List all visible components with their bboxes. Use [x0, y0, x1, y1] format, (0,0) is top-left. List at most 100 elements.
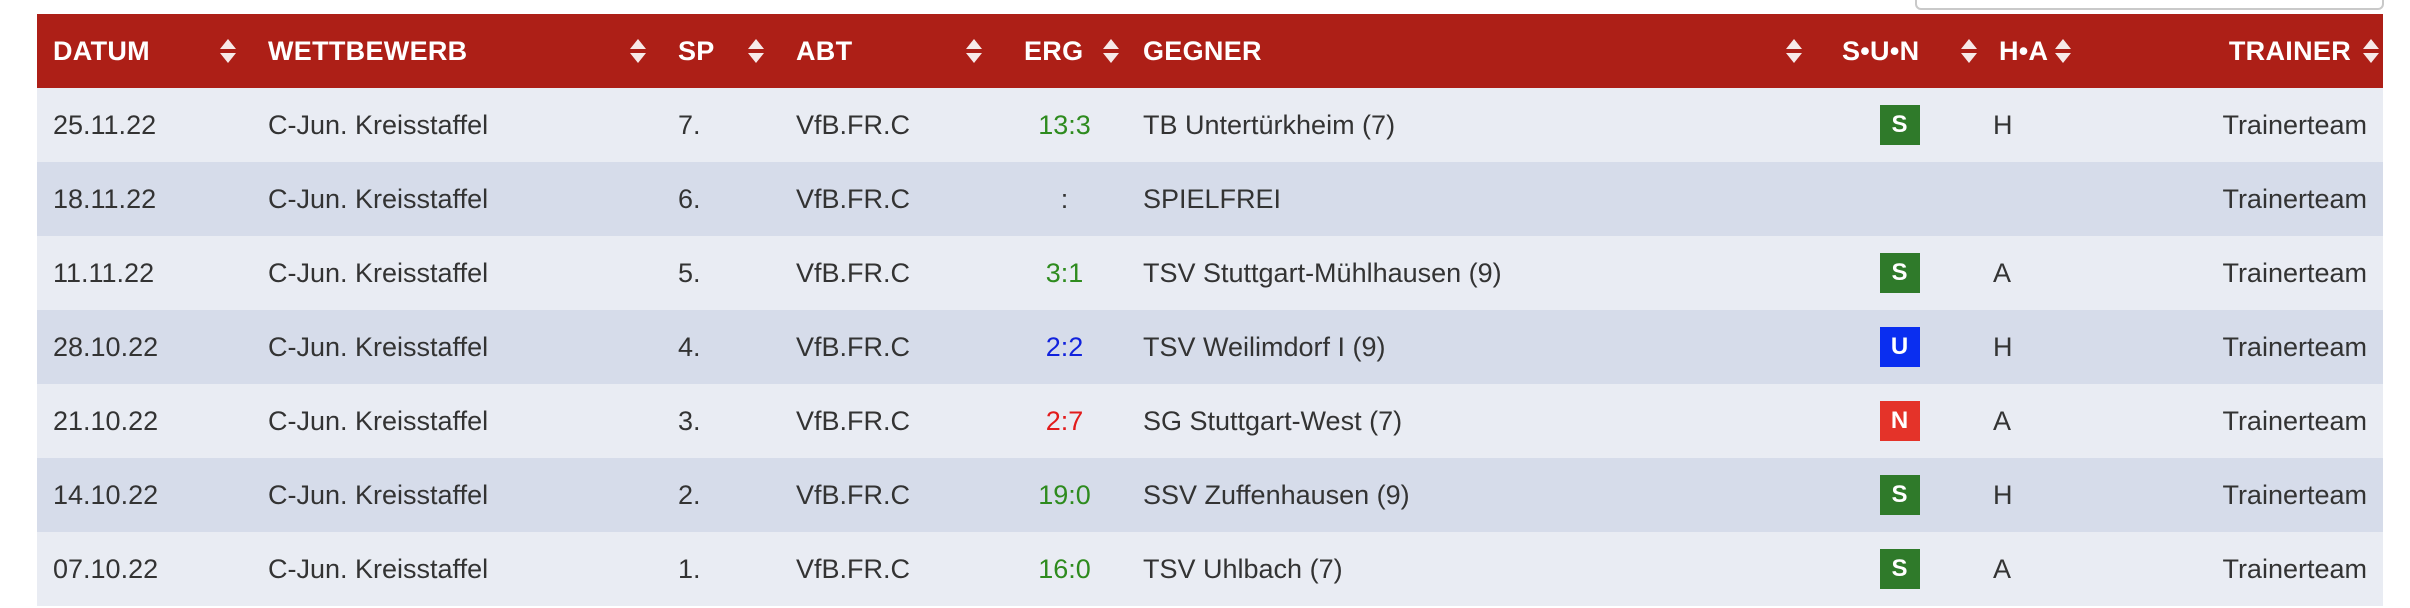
cell-trainer: Trainerteam [2222, 479, 2367, 510]
page-top [0, 0, 2410, 14]
cell-ha: H [1993, 109, 2013, 140]
cell-sun: N [1822, 384, 1977, 458]
cell-gegner: SSV Zuffenhausen (9) [1143, 479, 1410, 510]
cell-ha: A [1993, 553, 2012, 584]
cell-datum: 07.10.22 [53, 553, 159, 584]
column-header-label: H•A [1999, 35, 2049, 66]
column-header-label: WETTBEWERB [268, 35, 468, 66]
cell-abt: VfB.FR.C [796, 183, 911, 214]
cell-wettbewerb: C-Jun. Kreisstaffel [268, 331, 489, 362]
result-score: 19:0 [1038, 479, 1091, 510]
search-input[interactable] [1915, 0, 2384, 10]
cell-sp: 3. [678, 405, 701, 436]
sort-icon[interactable] [2363, 38, 2379, 64]
column-header-sun[interactable]: S•U•N [1822, 14, 1977, 88]
column-header-datum[interactable]: DATUM [37, 14, 252, 88]
cell-erg: 13:3 [1002, 88, 1127, 162]
cell-trainer: Trainerteam [2222, 331, 2367, 362]
cell-datum: 28.10.22 [53, 331, 159, 362]
cell-erg: : [1002, 162, 1127, 236]
column-header-label: ERG [1024, 35, 1084, 66]
result-badge: S [1879, 253, 1920, 293]
cell-sp: 2. [678, 479, 701, 510]
cell-abt: VfB.FR.C [796, 479, 911, 510]
cell-gegner: SG Stuttgart-West (7) [1143, 405, 1403, 436]
sort-icon[interactable] [1961, 38, 1977, 64]
cell-abt: VfB.FR.C [796, 553, 911, 584]
result-score: 2:7 [1045, 405, 1084, 436]
cell-erg: 2:2 [1002, 310, 1127, 384]
result-badge: S [1879, 105, 1920, 145]
cell-ha: H [1993, 479, 2013, 510]
results-table: DATUM WETTBEWERB SP ABT ERG GEGNER S•U•N… [37, 14, 2383, 606]
table-row[interactable]: 18.11.22 C-Jun. Kreisstaffel 6. VfB.FR.C: SP… [37, 162, 2383, 236]
result-badge [1880, 179, 1920, 219]
cell-trainer: Trainerteam [2222, 257, 2367, 288]
sort-icon[interactable] [220, 38, 236, 64]
cell-ha: H [1993, 331, 2013, 362]
table-body: 25.11.22 C-Jun. Kreisstaffel 7. VfB.FR.C 13:… [37, 88, 2383, 606]
cell-sun: S [1822, 458, 1977, 532]
cell-sp: 7. [678, 109, 701, 140]
cell-gegner: TSV Uhlbach (7) [1143, 553, 1343, 584]
sort-icon[interactable] [748, 38, 764, 64]
cell-datum: 25.11.22 [53, 109, 157, 140]
sort-icon[interactable] [966, 38, 982, 64]
result-badge: S [1879, 549, 1920, 589]
column-header-wettbewerb[interactable]: WETTBEWERB [252, 14, 662, 88]
cell-gegner: TSV Stuttgart-Mühlhausen (9) [1143, 257, 1502, 288]
cell-sun [1822, 162, 1977, 236]
result-score: : [1060, 183, 1069, 214]
cell-datum: 11.11.22 [53, 257, 155, 288]
result-score: 13:3 [1038, 109, 1091, 140]
sort-icon[interactable] [1103, 38, 1119, 64]
cell-erg: 2:7 [1002, 384, 1127, 458]
cell-gegner: SPIELFREI [1143, 183, 1282, 214]
table-row[interactable]: 28.10.22 C-Jun. Kreisstaffel 4. VfB.FR.C 2:2… [37, 310, 2383, 384]
cell-abt: VfB.FR.C [796, 405, 911, 436]
cell-trainer: Trainerteam [2222, 405, 2367, 436]
result-badge: U [1879, 327, 1920, 367]
column-header-sp[interactable]: SP [662, 14, 780, 88]
table-row[interactable]: 14.10.22 C-Jun. Kreisstaffel 2. VfB.FR.C 19:… [37, 458, 2383, 532]
table-row[interactable]: 11.11.22 C-Jun. Kreisstaffel 5. VfB.FR.C 3:1… [37, 236, 2383, 310]
cell-datum: 14.10.22 [53, 479, 159, 510]
cell-sun: U [1822, 310, 1977, 384]
cell-trainer: Trainerteam [2222, 109, 2367, 140]
table-row[interactable]: 25.11.22 C-Jun. Kreisstaffel 7. VfB.FR.C 13:… [37, 88, 2383, 162]
cell-ha: A [1993, 257, 2012, 288]
column-header-label: DATUM [53, 35, 150, 66]
table-row[interactable]: 21.10.22 C-Jun. Kreisstaffel 3. VfB.FR.C 2:7… [37, 384, 2383, 458]
column-header-label: ABT [796, 35, 853, 66]
result-badge: N [1879, 401, 1920, 441]
column-header-erg[interactable]: ERG [1002, 14, 1127, 88]
cell-trainer: Trainerteam [2222, 553, 2367, 584]
column-header-gegner[interactable]: GEGNER [1127, 14, 1822, 88]
cell-wettbewerb: C-Jun. Kreisstaffel [268, 405, 489, 436]
cell-ha: A [1993, 405, 2012, 436]
cell-sun: S [1822, 236, 1977, 310]
table-row[interactable]: 07.10.22 C-Jun. Kreisstaffel 1. VfB.FR.C 16:… [37, 532, 2383, 606]
result-badge: S [1879, 475, 1920, 515]
column-header-label: TRAINER [2228, 35, 2351, 66]
sort-icon[interactable] [2055, 38, 2071, 64]
table-header-row: DATUM WETTBEWERB SP ABT ERG GEGNER S•U•N… [37, 14, 2383, 88]
cell-sp: 5. [678, 257, 701, 288]
sort-icon[interactable] [1786, 38, 1802, 64]
column-header-ha[interactable]: H•A [1977, 14, 2127, 88]
result-score: 2:2 [1045, 331, 1084, 362]
cell-erg: 19:0 [1002, 458, 1127, 532]
cell-datum: 21.10.22 [53, 405, 159, 436]
column-header-abt[interactable]: ABT [780, 14, 1002, 88]
cell-erg: 3:1 [1002, 236, 1127, 310]
column-header-trainer[interactable]: TRAINER [2127, 14, 2383, 88]
sort-icon[interactable] [630, 38, 646, 64]
cell-wettbewerb: C-Jun. Kreisstaffel [268, 479, 489, 510]
cell-abt: VfB.FR.C [796, 257, 911, 288]
column-header-label: S•U•N [1842, 35, 1920, 66]
column-header-label: GEGNER [1143, 35, 1262, 66]
cell-sp: 4. [678, 331, 701, 362]
cell-wettbewerb: C-Jun. Kreisstaffel [268, 553, 489, 584]
cell-wettbewerb: C-Jun. Kreisstaffel [268, 257, 489, 288]
cell-sp: 1. [678, 553, 701, 584]
